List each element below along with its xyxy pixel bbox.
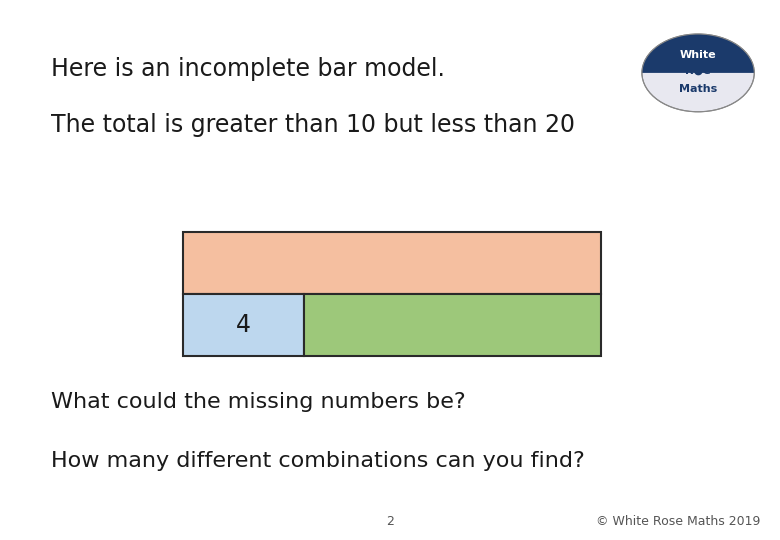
Text: White: White xyxy=(680,50,716,60)
Text: The total is greater than 10 but less than 20: The total is greater than 10 but less th… xyxy=(51,113,575,137)
Text: 2: 2 xyxy=(386,515,394,528)
Text: © White Rose Maths 2019: © White Rose Maths 2019 xyxy=(596,515,760,528)
Text: R●e: R●e xyxy=(685,66,711,76)
Bar xyxy=(304,294,601,356)
Text: How many different combinations can you find?: How many different combinations can you … xyxy=(51,451,584,471)
Text: What could the missing numbers be?: What could the missing numbers be? xyxy=(51,392,466,411)
Bar xyxy=(183,232,601,294)
Wedge shape xyxy=(642,34,754,73)
Bar xyxy=(183,294,304,356)
Text: 4: 4 xyxy=(236,313,251,338)
Text: Maths: Maths xyxy=(679,84,718,94)
Circle shape xyxy=(642,34,754,112)
Text: Here is an incomplete bar model.: Here is an incomplete bar model. xyxy=(51,57,445,80)
